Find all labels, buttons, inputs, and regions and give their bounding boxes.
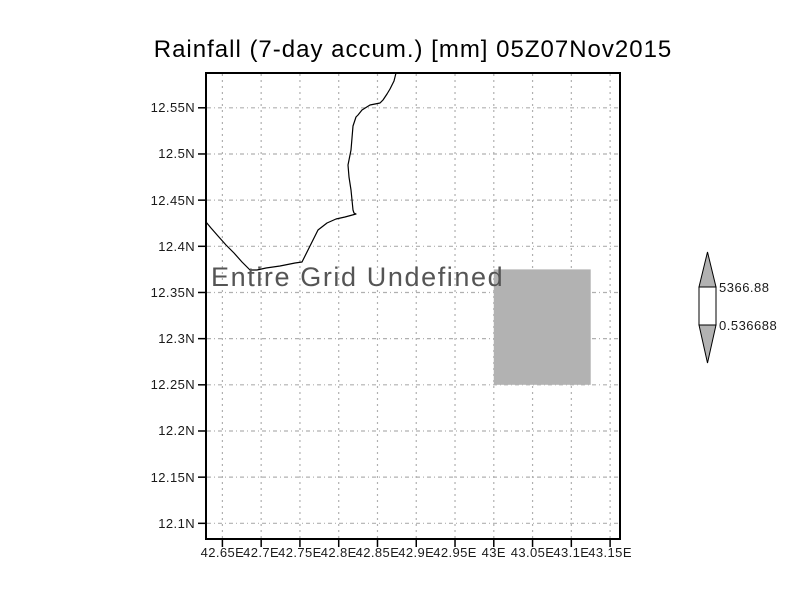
undefined-region-cell — [493, 269, 591, 385]
y-axis-label: 12.45N — [150, 192, 195, 208]
colorbar — [698, 251, 717, 364]
x-axis-label: 42.7E — [243, 545, 280, 560]
y-axis-label: 12.25N — [150, 377, 195, 393]
x-axis-label: 43E — [481, 545, 506, 560]
x-axis-label: 43.05E — [510, 545, 555, 560]
y-axis-label: 12.15N — [150, 469, 195, 485]
y-axis-label: 12.2N — [158, 423, 195, 439]
chart-title: Rainfall (7-day accum.) [mm] 05Z07Nov201… — [153, 36, 673, 63]
y-axis-label: 12.55N — [150, 100, 195, 116]
y-axis-label: 12.35N — [150, 284, 195, 300]
y-axis-label: 12.1N — [158, 515, 195, 531]
grid-undefined-annotation: Entire Grid Undefined — [211, 262, 505, 292]
x-axis-label: 42.75E — [278, 545, 322, 560]
y-axis-label: 12.3N — [158, 331, 195, 347]
coastline-path — [205, 72, 397, 271]
y-axis-label: 12.5N — [158, 146, 195, 162]
plot-border — [205, 72, 621, 540]
axis-ticks — [198, 107, 611, 547]
y-axis-label: 12.4N — [158, 238, 195, 254]
x-axis-label: 42.65E — [200, 545, 245, 560]
x-axis-label: 42.8E — [320, 545, 357, 560]
x-axis-label: 42.9E — [398, 545, 435, 560]
x-axis-label: 43.15E — [588, 545, 632, 560]
colorbar-down-arrow — [698, 324, 717, 364]
colorbar-up-arrow — [698, 251, 717, 288]
grid-layer — [207, 74, 619, 538]
x-axis-label: 42.95E — [433, 545, 477, 560]
x-axis-label: 42.85E — [355, 545, 400, 560]
colorbar-min-label: 0.536688 — [719, 318, 778, 333]
x-axis-label: 43.1E — [553, 545, 590, 560]
colorbar-max-label: 5366.88 — [719, 280, 770, 295]
colorbar-body — [698, 286, 717, 326]
